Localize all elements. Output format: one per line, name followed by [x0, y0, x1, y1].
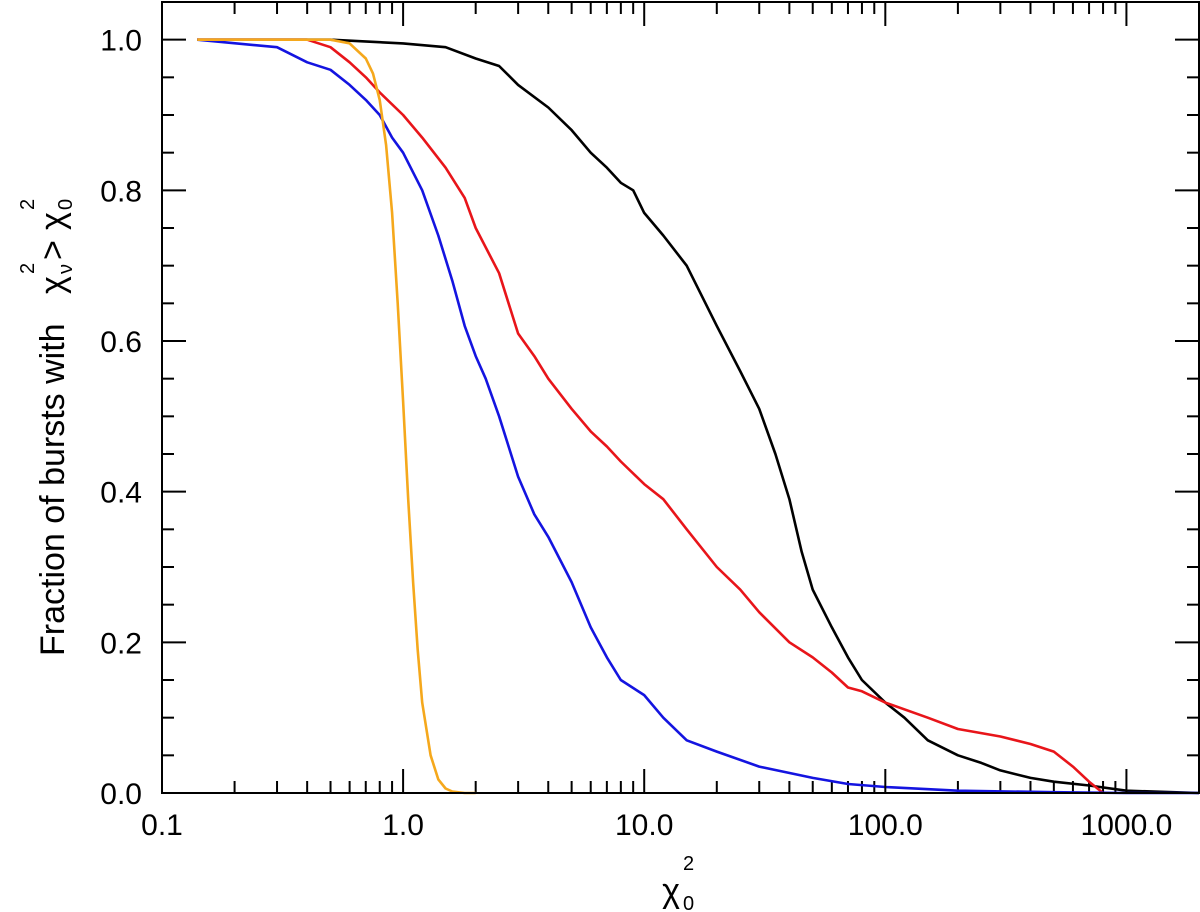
y-tick-label: 0.6 [100, 326, 142, 359]
y-axis-label-rhs-symbol: χ [34, 212, 72, 230]
plot-frame [161, 1, 1200, 794]
x-axis-label-sup: 2 [683, 853, 694, 875]
y-tick-label: 0.2 [100, 627, 142, 660]
y-axis-label-rhs-sub: 0 [55, 199, 77, 210]
x-axis-label-sub: 0 [683, 893, 694, 912]
series-black-line [197, 38, 1200, 795]
x-tick-label: 10.0 [615, 809, 673, 842]
series-red-line [197, 38, 1104, 795]
series-lines [197, 38, 1200, 795]
y-axis-label-op: > [34, 240, 72, 260]
y-tick-label: 0.8 [100, 175, 142, 208]
x-axis-label: χ 2 0 [662, 853, 694, 912]
x-tick-labels: 0.1 1.0 10.0 100.0 1000.0 [141, 809, 1172, 842]
y-tick-label: 0.4 [100, 477, 142, 510]
y-axis-label-lhs-sup: 2 [17, 263, 39, 274]
x-tick-label: 100.0 [848, 809, 923, 842]
major-ticks [161, 2, 1199, 794]
series-blue-line [197, 38, 1199, 795]
y-tick-labels: 0.0 0.2 0.4 0.6 0.8 1.0 [100, 25, 142, 811]
y-axis-label: Fraction of bursts with χ 2 ν > χ 2 0 [17, 199, 77, 656]
y-tick-label: 1.0 [100, 25, 142, 58]
series-orange-line [197, 38, 476, 795]
x-axis-label-symbol: χ [662, 872, 680, 910]
x-tick-label: 0.1 [141, 809, 183, 842]
y-axis-label-lhs-sub: ν [55, 264, 77, 274]
y-axis-label-lhs-symbol: χ [34, 276, 72, 294]
minor-ticks [162, 2, 1199, 793]
x-tick-label: 1000.0 [1081, 809, 1173, 842]
y-axis-label-prefix: Fraction of bursts with [34, 323, 72, 656]
x-tick-label: 1.0 [382, 809, 424, 842]
y-axis-label-rhs-sup: 2 [17, 199, 39, 210]
y-tick-label: 0.0 [100, 778, 142, 811]
